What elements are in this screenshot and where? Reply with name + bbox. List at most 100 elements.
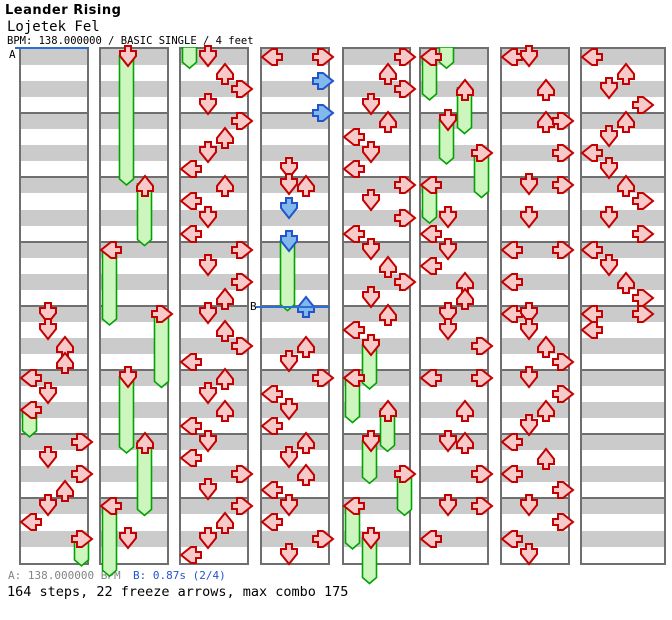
beat-stripe	[421, 546, 487, 563]
arrow-up-icon	[294, 430, 318, 455]
measure-line	[582, 304, 664, 307]
beat-stripe	[181, 225, 247, 242]
arrow-down-icon	[36, 317, 60, 342]
arrow-up-icon	[376, 61, 400, 86]
arrow-down-icon	[277, 349, 301, 374]
beat-stripe	[502, 97, 568, 114]
marker-b-label: B	[250, 300, 257, 314]
measure-line	[582, 112, 664, 115]
arrow-left-icon	[178, 414, 202, 438]
chart-column-5	[341, 47, 417, 585]
freeze-arrow-right-icon	[393, 462, 418, 486]
measure-line	[262, 497, 328, 500]
song-title: Lojetek Fel	[7, 19, 100, 35]
arrow-left-icon	[259, 414, 283, 438]
arrow-down-icon	[196, 45, 220, 69]
beat-stripe	[421, 193, 487, 210]
arrow-right-icon	[470, 334, 495, 358]
arrow-down-icon	[517, 414, 541, 438]
measure-line	[502, 240, 568, 243]
arrow-left-icon	[259, 45, 283, 69]
arrow-up-icon	[53, 350, 77, 374]
freeze-arrow-left-icon	[341, 494, 365, 518]
freeze-arrow-right-icon	[470, 141, 495, 165]
beat-stripe	[21, 113, 87, 130]
beat-stripe	[21, 225, 87, 242]
chart-summary: 164 steps, 22 freeze arrows, max combo 1…	[7, 584, 349, 600]
arrow-right-icon	[551, 238, 576, 262]
beat-stripe	[502, 257, 568, 274]
beat-stripe	[101, 273, 167, 290]
arrow-right-icon	[631, 93, 656, 117]
marker-a-legend: A: 138.000000 BPM	[8, 569, 121, 582]
blue-arrow-right-icon	[311, 101, 336, 125]
beat-stripe	[421, 353, 487, 370]
arrow-right-icon	[551, 382, 576, 406]
arrow-up-icon	[213, 61, 237, 86]
measure-line	[21, 497, 87, 500]
arrow-right-icon	[470, 494, 495, 518]
beat-stripe	[21, 145, 87, 162]
arrow-left-icon	[341, 318, 365, 342]
arrow-right-icon	[551, 141, 576, 165]
beat-stripe	[101, 257, 167, 274]
arrow-left-icon	[579, 45, 603, 69]
measure-line	[262, 304, 328, 307]
arrow-right-icon	[311, 527, 336, 551]
measure-line	[21, 240, 87, 243]
beat-stripe	[262, 113, 328, 130]
measure-line	[181, 304, 247, 307]
arrow-down-icon	[196, 430, 220, 454]
measure-line	[262, 112, 328, 115]
measure-line	[582, 176, 664, 179]
beat-stripe	[502, 530, 568, 547]
arrow-up-icon	[213, 366, 237, 390]
freeze-arrow-down-icon	[359, 526, 383, 551]
arrow-left-icon	[499, 462, 523, 486]
freeze-arrow-down-icon	[359, 430, 383, 454]
beat-stripe	[582, 466, 664, 483]
beat-stripe	[101, 546, 167, 563]
arrow-up-icon	[53, 478, 77, 503]
beat-stripe	[181, 353, 247, 370]
marker-b-line	[256, 306, 330, 309]
beat-stripe	[421, 65, 487, 82]
measure-line	[181, 433, 247, 436]
arrow-right-icon	[551, 478, 576, 502]
measure-line	[344, 304, 409, 307]
arrow-down-icon	[359, 141, 383, 165]
measure-line	[344, 176, 409, 179]
beat-stripe	[262, 193, 328, 210]
measure-line	[181, 176, 247, 179]
arrow-up-icon	[453, 270, 477, 294]
arrow-down-icon	[277, 157, 301, 181]
arrow-right-icon	[230, 270, 255, 294]
beat-stripe	[21, 65, 87, 82]
measure-line	[421, 433, 487, 436]
arrow-right-icon	[551, 350, 576, 374]
arrow-down-icon	[597, 125, 621, 149]
beat-stripe	[101, 241, 167, 258]
chart-column-7	[499, 45, 575, 566]
beat-stripe	[344, 273, 409, 290]
arrow-up-icon	[213, 510, 237, 535]
beat-stripe	[21, 241, 87, 258]
beat-stripe	[582, 386, 664, 403]
beat-stripe	[21, 209, 87, 226]
arrow-down-icon	[517, 317, 541, 342]
freeze-tail-continuation	[181, 46, 198, 74]
measure-line	[181, 112, 247, 115]
arrow-right-icon	[230, 334, 255, 358]
arrow-down-icon	[436, 237, 460, 262]
measure-line	[181, 240, 247, 243]
beat-stripe	[101, 289, 167, 306]
arrow-down-icon	[196, 382, 220, 406]
arrow-down-icon	[597, 157, 621, 181]
arrow-left-icon	[178, 222, 202, 246]
arrow-up-icon	[614, 61, 638, 86]
marker-a-line	[15, 47, 89, 49]
arrow-up-icon	[213, 398, 237, 423]
beat-stripe	[582, 482, 664, 499]
arrow-left-icon	[579, 141, 603, 165]
measure-line	[421, 304, 487, 307]
